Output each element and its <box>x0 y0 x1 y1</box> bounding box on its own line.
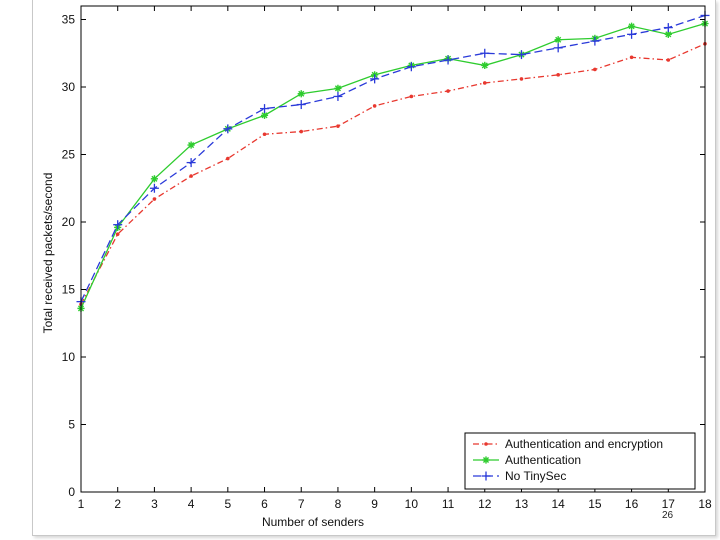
legend-item: Authentication <box>473 453 581 467</box>
series-authentication-and-encryption <box>79 42 707 307</box>
data-point <box>226 156 230 161</box>
data-point <box>409 94 414 99</box>
data-point <box>590 36 600 46</box>
star-marker-core <box>629 24 634 28</box>
data-point <box>115 232 120 236</box>
y-tick-label: 15 <box>62 283 76 297</box>
data-point <box>223 124 233 134</box>
slide-number: 26 <box>662 510 674 521</box>
star-marker-core <box>336 86 340 90</box>
series-no-tinysec <box>76 10 710 307</box>
data-point <box>482 456 490 464</box>
data-point <box>663 23 673 33</box>
x-tick-label: 17 <box>662 497 676 511</box>
y-tick-label: 20 <box>62 215 76 229</box>
plot-area <box>80 5 706 493</box>
legend-label: Authentication <box>505 453 581 467</box>
series-line <box>80 43 706 305</box>
data-point <box>149 183 159 193</box>
y-tick-label: 0 <box>68 485 75 499</box>
legend-label: Authentication and encryption <box>505 437 663 451</box>
star-marker-core <box>152 177 157 181</box>
data-point <box>627 29 637 39</box>
x-tick-label: 3 <box>151 497 158 511</box>
data-point <box>627 22 636 30</box>
data-point <box>519 77 524 81</box>
data-point <box>299 129 304 134</box>
star-marker-core <box>484 458 488 462</box>
data-point <box>113 220 123 230</box>
y-axis-title: Total received packets/second <box>41 173 55 334</box>
data-point <box>556 73 560 77</box>
data-point <box>189 174 193 178</box>
legend-label: No TinySec <box>505 469 566 483</box>
star-marker-core <box>299 92 303 96</box>
x-tick-label: 15 <box>588 497 602 511</box>
data-point <box>372 104 377 108</box>
data-point <box>554 36 562 44</box>
data-point <box>260 104 270 114</box>
data-point <box>666 58 671 62</box>
legend-item: Authentication and encryption <box>473 437 663 451</box>
x-tick-label: 5 <box>224 497 231 511</box>
ticks-layer: 1 2 3 4 5 6 7 8 9 10 11 12 13 14 15 16 17 180510152025303… <box>62 6 712 511</box>
y-tick-label: 10 <box>62 350 76 364</box>
x-tick-label: 13 <box>515 497 529 511</box>
data-point <box>406 62 416 72</box>
x-tick-label: 7 <box>298 497 305 511</box>
y-tick-label: 35 <box>62 13 76 27</box>
data-point <box>481 61 489 69</box>
star-marker-core <box>666 32 670 36</box>
data-point <box>516 50 526 60</box>
star-marker-core <box>189 143 193 147</box>
data-point <box>480 48 490 58</box>
x-tick-label: 12 <box>478 497 492 511</box>
data-point <box>187 141 195 149</box>
data-point <box>370 74 380 84</box>
data-point <box>296 100 306 110</box>
y-tick-label: 5 <box>68 418 75 432</box>
data-point <box>333 91 343 101</box>
series-line <box>80 22 706 309</box>
star-marker-core <box>483 63 487 67</box>
legend-box <box>464 432 696 490</box>
x-tick-label: 14 <box>551 497 565 511</box>
data-point <box>629 55 634 60</box>
data-point <box>484 442 488 446</box>
star-marker-core <box>556 38 560 42</box>
x-tick-label: 16 <box>625 497 639 511</box>
series-authentication <box>77 19 709 312</box>
x-tick-label: 11 <box>442 497 455 511</box>
x-tick-label: 10 <box>405 497 419 511</box>
x-tick-label: 4 <box>188 497 195 511</box>
x-tick-label: 2 <box>114 497 121 511</box>
data-point <box>481 471 491 481</box>
y-tick-label: 25 <box>62 148 76 162</box>
data-point <box>553 43 563 53</box>
series-layer <box>76 10 710 312</box>
data-point <box>482 81 487 85</box>
star-marker-core <box>262 113 267 117</box>
data-point <box>446 89 450 93</box>
legend-item: No TinySec <box>473 469 566 483</box>
data-point <box>334 84 342 92</box>
data-point <box>336 124 340 128</box>
x-tick-label: 1 <box>78 497 85 511</box>
x-tick-label: 6 <box>261 497 268 511</box>
data-point <box>297 90 305 98</box>
data-point <box>152 197 157 201</box>
data-point <box>150 175 159 183</box>
legend: Authentication and encryption Authenticat… <box>464 432 696 490</box>
x-tick-label: 8 <box>335 497 342 511</box>
data-point <box>593 67 597 72</box>
x-tick-label: 9 <box>371 497 378 511</box>
series-line <box>80 14 706 302</box>
y-tick-label: 30 <box>62 80 76 94</box>
data-point <box>443 55 453 65</box>
data-point <box>262 132 267 137</box>
x-axis-title: Number of senders <box>262 515 364 529</box>
data-point <box>186 158 196 168</box>
x-tick-label: 18 <box>698 497 712 511</box>
